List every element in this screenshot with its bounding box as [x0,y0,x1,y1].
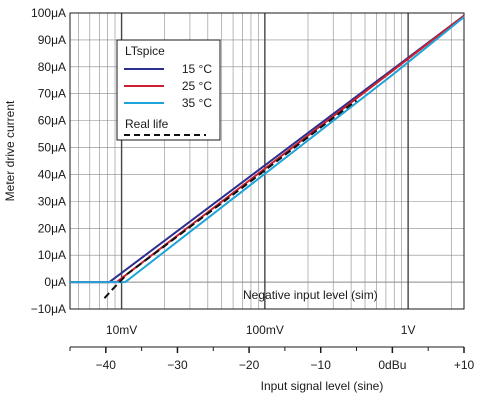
legend-label-25c: 25 °C [182,79,212,93]
series-group [70,14,465,299]
y-tick-label: 20μA [38,221,66,235]
annotation-negative-input: Negative input level (sim) [243,288,378,302]
plot-border [69,12,465,310]
bottom-axis-label: −20 [239,358,260,372]
series-line-2 [70,16,465,284]
legend-label-real-life: Real life [125,117,169,131]
bottom-axis-label: +10 [454,358,475,372]
y-axis-label: Meter drive current [3,100,17,201]
y-tick-label: 80μA [38,60,66,74]
bottom-axis: −40 −30 −20 −10 0dBu +10 [69,346,475,372]
bottom-axis-label: −10 [311,358,332,372]
y-tick-label: 0μA [44,275,66,289]
top-axis: 10mV 100mV 1V [106,323,416,337]
y-tick-label: 30μA [38,194,66,208]
y-tick-label: 70μA [38,87,66,101]
x-axis-label: Input signal level (sine) [261,379,384,393]
bottom-axis-label: −30 [167,358,188,372]
legend-box [116,39,221,141]
legend-title: LTspice [125,44,165,58]
top-axis-label: 10mV [106,323,137,337]
legend: LTspice 15 °C 25 °C 35 °C Real life [116,39,221,141]
y-tick-label: 10μA [38,248,66,262]
legend-label-15c: 15 °C [182,62,212,76]
y-tick-label: 100μA [31,6,66,20]
bottom-axis-label: −40 [96,358,117,372]
y-axis: 100μA 90μA 80μA 70μA 60μA 50μA 40μA 30μA 20μA 10μ… [31,6,66,316]
y-tick-label: 60μA [38,114,66,128]
bottom-axis-label: 0dBu [378,358,406,372]
top-axis-label: 100mV [246,323,284,337]
y-tick-label: 40μA [38,167,66,181]
y-tick-label: 90μA [38,33,66,47]
plot-frame [69,12,465,310]
top-axis-label: 1V [401,323,416,337]
y-tick-label: −10μA [31,302,66,316]
legend-label-35c: 35 °C [182,96,212,110]
y-tick-label: 50μA [38,141,66,155]
series-line-3 [103,99,358,299]
